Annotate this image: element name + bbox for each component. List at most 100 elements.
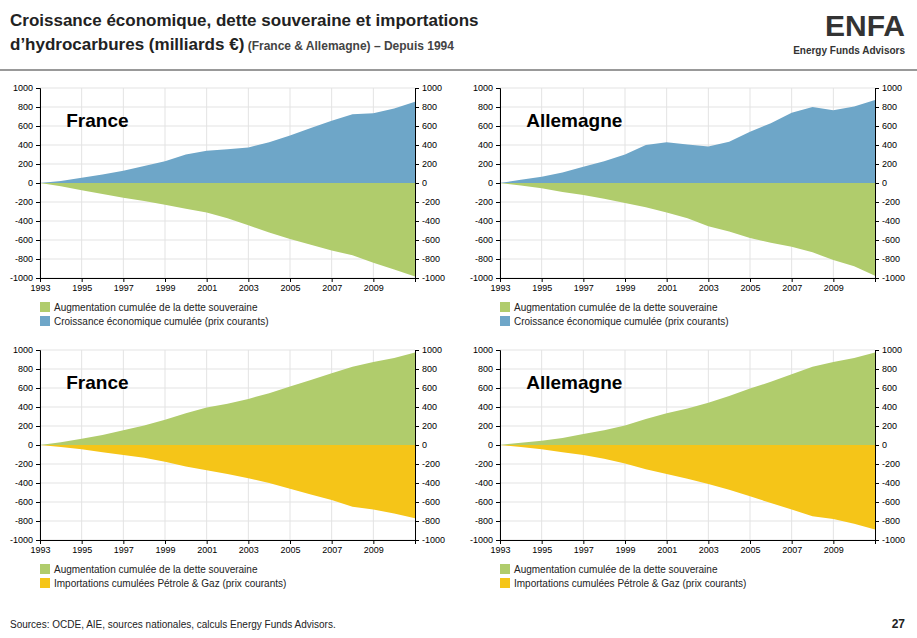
tick-label: 400 [422, 402, 437, 412]
tick-mark [496, 259, 500, 260]
grid-line [40, 107, 415, 108]
tick-mark [415, 445, 419, 446]
panel-title: France [66, 372, 128, 393]
tick-label: 2003 [239, 283, 259, 293]
tick: 200 [18, 421, 40, 431]
tick-label: -1000 [10, 535, 33, 545]
tick: -200 [875, 459, 900, 469]
tick: 1999 [615, 540, 635, 555]
tick-mark [415, 126, 419, 127]
grid-line [40, 521, 415, 522]
tick: 1997 [114, 540, 134, 555]
legend: Augmentation cumulée de la dette souvera… [40, 564, 286, 589]
tick: 1995 [72, 540, 92, 555]
panel: 199319951997199920012003200520072009-100… [10, 83, 445, 327]
tick: 2009 [824, 540, 844, 555]
area [40, 102, 415, 183]
tick: -800 [875, 516, 900, 526]
axis-line [501, 541, 876, 545]
tick-mark [750, 278, 751, 282]
tick-label: 1000 [882, 83, 902, 93]
tick-mark [415, 221, 419, 222]
legend-label: Importations cumulées Pétrole & Gaz (pri… [54, 578, 286, 589]
tick-label: 600 [478, 121, 493, 131]
area [40, 445, 415, 518]
tick-label: -800 [422, 516, 440, 526]
tick-label: 200 [478, 421, 493, 431]
tick-mark [875, 502, 879, 503]
tick-mark [875, 540, 879, 541]
tick-label: -1000 [470, 273, 493, 283]
tick: 200 [415, 421, 437, 431]
tick-label: 2005 [280, 545, 300, 555]
tick-mark [875, 278, 879, 279]
tick: 2007 [322, 540, 342, 555]
tick: 2001 [197, 278, 217, 293]
tick-label: -800 [475, 516, 493, 526]
tick: 1999 [155, 278, 175, 293]
tick: -800 [15, 516, 40, 526]
tick-label: 2001 [657, 283, 677, 293]
tick-label: 2003 [699, 283, 719, 293]
tick-mark [165, 278, 166, 282]
tick-label: 600 [18, 121, 33, 131]
tick-mark [36, 483, 40, 484]
tick-mark [415, 369, 419, 370]
tick-mark [415, 407, 419, 408]
axis-line [496, 89, 501, 279]
tick-label: -200 [475, 197, 493, 207]
tick-label: 800 [18, 102, 33, 112]
tick-mark [415, 426, 419, 427]
title: Croissance économique, dette souveraine … [10, 11, 479, 30]
tick: 200 [478, 159, 500, 169]
tick-mark [36, 145, 40, 146]
tick-label: 200 [18, 421, 33, 431]
tick: 0 [415, 440, 427, 450]
axis: 199319951997199920012003200520072009 [30, 540, 415, 555]
tick-label: 600 [882, 121, 897, 131]
axis-line [41, 541, 416, 545]
tick: 2007 [782, 540, 802, 555]
tick-mark [415, 145, 419, 146]
tick: -600 [415, 497, 440, 507]
tick: -800 [415, 254, 440, 264]
tick-mark [875, 350, 879, 351]
legend-item: Importations cumulées Pétrole & Gaz (pri… [40, 578, 286, 589]
area [40, 352, 415, 445]
tick: 400 [18, 140, 40, 150]
tick: 600 [415, 383, 437, 393]
tick-mark [36, 502, 40, 503]
tick-label: 1000 [13, 345, 33, 355]
tick-label: -600 [475, 235, 493, 245]
tick-label: 1995 [72, 283, 92, 293]
tick: -800 [475, 516, 500, 526]
tick: 1993 [490, 278, 510, 293]
tick: 200 [875, 421, 897, 431]
tick-label: -200 [422, 197, 440, 207]
tick: -800 [415, 516, 440, 526]
tick-mark [415, 483, 419, 484]
tick: -1000 [875, 535, 905, 545]
axis: -1000-800-600-400-20002004006008001000 [10, 345, 41, 545]
tick-mark [496, 464, 500, 465]
tick: 2009 [364, 540, 384, 555]
tick-label: -600 [475, 497, 493, 507]
tick-mark [415, 464, 419, 465]
tick-mark [36, 107, 40, 108]
tick-mark [667, 540, 668, 544]
axis: 199319951997199920012003200520072009 [490, 278, 875, 293]
tick-label: 800 [422, 102, 437, 112]
tick-label: 2009 [364, 545, 384, 555]
tick-label: 400 [882, 402, 897, 412]
axis: 199319951997199920012003200520072009 [30, 278, 415, 293]
tick-mark [875, 107, 879, 108]
tick: 1000 [875, 345, 902, 355]
tick-label: 2005 [280, 283, 300, 293]
source: Sources: OCDE, AIE, sources nationales, … [10, 619, 336, 630]
tick: 200 [875, 159, 897, 169]
tick-mark [875, 426, 879, 427]
tick-mark [875, 483, 879, 484]
tick-mark [583, 540, 584, 544]
tick-label: 200 [478, 159, 493, 169]
tick-label: -600 [422, 497, 440, 507]
